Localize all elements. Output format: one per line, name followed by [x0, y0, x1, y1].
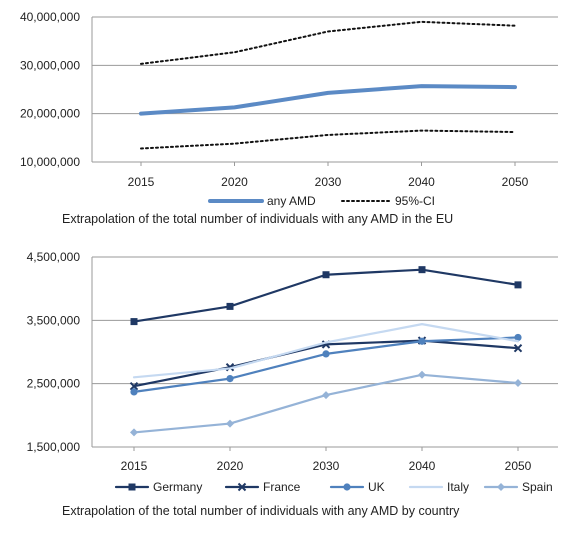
- legend-label-uk: UK: [368, 480, 385, 494]
- y-tick-label: 3,500,000: [27, 313, 81, 327]
- data-point-france: [513, 343, 523, 353]
- data-point-uk: [226, 375, 234, 383]
- legend-label-france: France: [263, 480, 301, 494]
- x-tick-label: 2030: [313, 459, 340, 473]
- x-tick-label: 2030: [315, 175, 342, 189]
- data-point-uk: [514, 333, 522, 342]
- legend-label-italy: Italy: [447, 480, 469, 494]
- x-tick-label: 2020: [221, 175, 248, 189]
- y-tick-label: 40,000,000: [20, 10, 80, 24]
- series-line-95-ci: [140, 20, 516, 65]
- x-tick-label: 2050: [505, 459, 532, 473]
- x-tick-label: 2015: [121, 459, 148, 473]
- y-tick-label: 1,500,000: [27, 440, 81, 454]
- x-tick-label: 2050: [502, 175, 529, 189]
- x-tick-label: 2020: [217, 459, 244, 473]
- y-tick-label: 4,500,000: [27, 250, 81, 264]
- legend-label-95-ci: 95%-CI: [395, 194, 435, 208]
- data-point-germany: [418, 266, 426, 274]
- data-point-uk: [322, 350, 330, 358]
- data-point-uk: [418, 337, 426, 345]
- data-point-spain: [130, 428, 138, 437]
- series-line-france: [132, 339, 520, 388]
- x-tick-label: 2040: [409, 459, 436, 473]
- data-point-uk: [130, 388, 138, 396]
- data-point-germany: [514, 281, 522, 289]
- data-point-spain: [514, 379, 522, 388]
- amd-by-country-line-chart: 1,500,000 2,500,000 3,500,000 4,500,000 2015…: [27, 250, 558, 518]
- x-tick-label: 2015: [128, 175, 155, 189]
- legend-marker-uk: [343, 483, 351, 491]
- data-point-germany: [226, 302, 234, 310]
- data-point-germany: [130, 318, 138, 326]
- data-point-spain: [226, 419, 234, 428]
- legend-label-any-amd: any AMD: [267, 194, 316, 208]
- chart-caption: Extrapolation of the total number of ind…: [62, 212, 453, 226]
- series-line-95-ci-lower: [140, 129, 516, 150]
- legend-marker-france: [237, 482, 247, 492]
- data-point-spain: [418, 370, 426, 379]
- legend-label-spain: Spain: [522, 480, 553, 494]
- amd-eu-line-chart: 10,000,000 20,000,000 30,000,000 40,000,000…: [20, 10, 558, 226]
- legend-label-germany: Germany: [153, 480, 202, 494]
- series-line-any-amd: [139, 84, 517, 116]
- data-point-france: [129, 381, 139, 391]
- x-tick-label: 2040: [408, 175, 435, 189]
- y-tick-label: 10,000,000: [20, 155, 80, 169]
- series-line-italy: [132, 323, 520, 379]
- y-tick-label: 2,500,000: [27, 377, 81, 391]
- data-point-germany: [322, 271, 330, 279]
- legend-marker-spain: [497, 483, 505, 491]
- legend-marker-germany: [128, 483, 136, 491]
- y-tick-label: 30,000,000: [20, 58, 80, 72]
- y-tick-label: 20,000,000: [20, 107, 80, 121]
- chart-caption: Extrapolation of the total number of ind…: [62, 504, 460, 518]
- data-point-spain: [322, 391, 330, 400]
